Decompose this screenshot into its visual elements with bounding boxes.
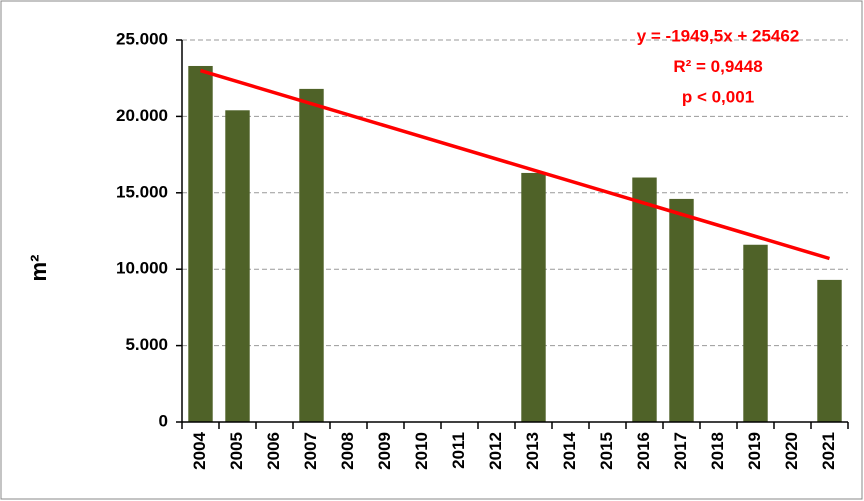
bar [817,279,842,422]
y-tick-label: 10.000 [116,259,168,278]
trend-line [199,68,831,261]
x-tick-label: 2005 [227,432,246,470]
y-tick-label: 5.000 [125,335,168,354]
bar [225,110,250,423]
y-tick-label: 0 [159,411,168,430]
x-tick-label: 2012 [486,432,505,470]
x-tick-label: 2015 [597,432,616,470]
x-tick-label: 2020 [782,432,801,470]
bar [632,177,657,422]
x-tick-label: 2019 [745,432,764,470]
x-tick-label: 2014 [560,431,579,469]
bar [299,88,324,423]
y-tick-label: 25.000 [116,29,168,48]
y-axis-label: m² [26,255,51,282]
bar [669,198,694,422]
x-tick-label: 2008 [338,432,357,470]
y-tick-label: 20.000 [116,106,168,125]
annotation: R² = 0,9448 [673,57,762,76]
bar [188,65,213,422]
x-tick-label: 2006 [264,432,283,470]
x-tick-label: 2021 [819,432,838,470]
annotation: p < 0,001 [682,87,754,106]
x-tick-label: 2010 [412,432,431,470]
x-tick-label: 2016 [634,432,653,470]
x-tick-label: 2013 [523,432,542,470]
x-tick-label: 2004 [190,431,209,469]
x-tick-label: 2017 [671,432,690,470]
annotation: y = -1949,5x + 25462 [637,26,800,45]
x-tick-label: 2011 [449,432,468,469]
x-tick-label: 2009 [375,432,394,470]
y-tick-label: 15.000 [116,182,168,201]
x-tick-label: 2007 [301,432,320,470]
x-tick-label: 2018 [708,432,727,470]
bar [743,244,768,422]
bar [521,172,546,422]
